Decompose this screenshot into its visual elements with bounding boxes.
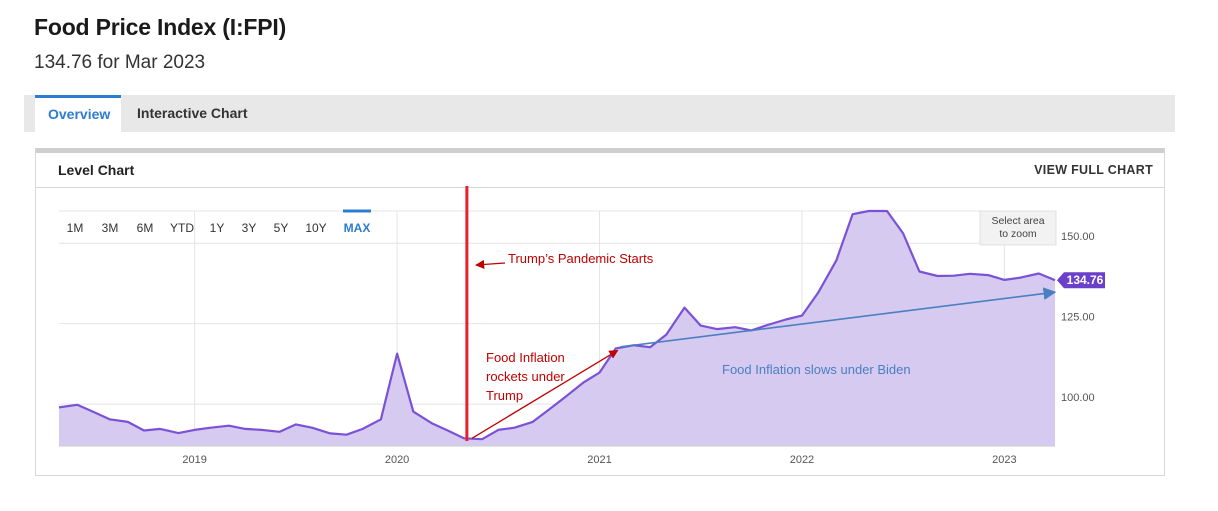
x-tick-label: 2021 <box>587 454 611 466</box>
series-line[interactable] <box>58 209 1056 441</box>
panel-title: Level Chart <box>58 162 135 178</box>
range-button-ytd[interactable]: YTD <box>170 221 194 235</box>
y-tick-label: 150.00 <box>1061 231 1095 243</box>
x-tick-label: 2023 <box>992 454 1016 466</box>
range-button-1y[interactable]: 1Y <box>210 221 225 235</box>
range-button-max[interactable]: MAX <box>344 221 371 235</box>
tab-interactive-chart[interactable]: Interactive Chart <box>137 105 248 121</box>
range-button-10y[interactable]: 10Y <box>305 221 326 235</box>
series-area <box>59 211 1055 446</box>
range-button-5y[interactable]: 5Y <box>274 221 289 235</box>
biden-label: Food Inflation slows under Biden <box>722 362 911 377</box>
view-full-chart-link[interactable]: VIEW FULL CHART <box>1034 163 1153 177</box>
trump-label-line: rockets under <box>486 369 565 384</box>
zoom-hint-line1: Select area <box>991 215 1044 227</box>
range-button-6m[interactable]: 6M <box>137 221 154 235</box>
y-tick-label: 100.00 <box>1061 392 1095 404</box>
last-value-label: 134.76 <box>1067 273 1104 287</box>
trump-label-line: Food Inflation <box>486 350 565 365</box>
pandemic-label: Trump’s Pandemic Starts <box>508 251 654 266</box>
y-tick-label: 125.00 <box>1061 312 1095 324</box>
tab-overview[interactable]: Overview <box>35 95 121 132</box>
zoom-hint-line2: to zoom <box>999 228 1037 240</box>
x-tick-label: 2019 <box>182 454 206 466</box>
x-tick-label: 2022 <box>790 454 814 466</box>
pandemic-arrow <box>475 259 506 269</box>
zoom-hint-box <box>979 210 1057 246</box>
x-tick-label: 2020 <box>385 454 409 466</box>
range-button-3y[interactable]: 3Y <box>242 221 257 235</box>
tab-bar: Overview Interactive Chart <box>24 95 1175 132</box>
biden-arrow <box>620 287 1057 348</box>
range-button-1m[interactable]: 1M <box>67 221 84 235</box>
page-subtitle: 134.76 for Mar 2023 <box>34 52 206 73</box>
panel-divider <box>36 187 1164 188</box>
page-title: Food Price Index (I:FPI) <box>34 14 287 40</box>
trump-label-line: Trump <box>486 388 523 403</box>
range-button-3m[interactable]: 3M <box>102 221 119 235</box>
last-value-badge <box>1057 272 1105 289</box>
trump-arrow <box>471 349 619 439</box>
